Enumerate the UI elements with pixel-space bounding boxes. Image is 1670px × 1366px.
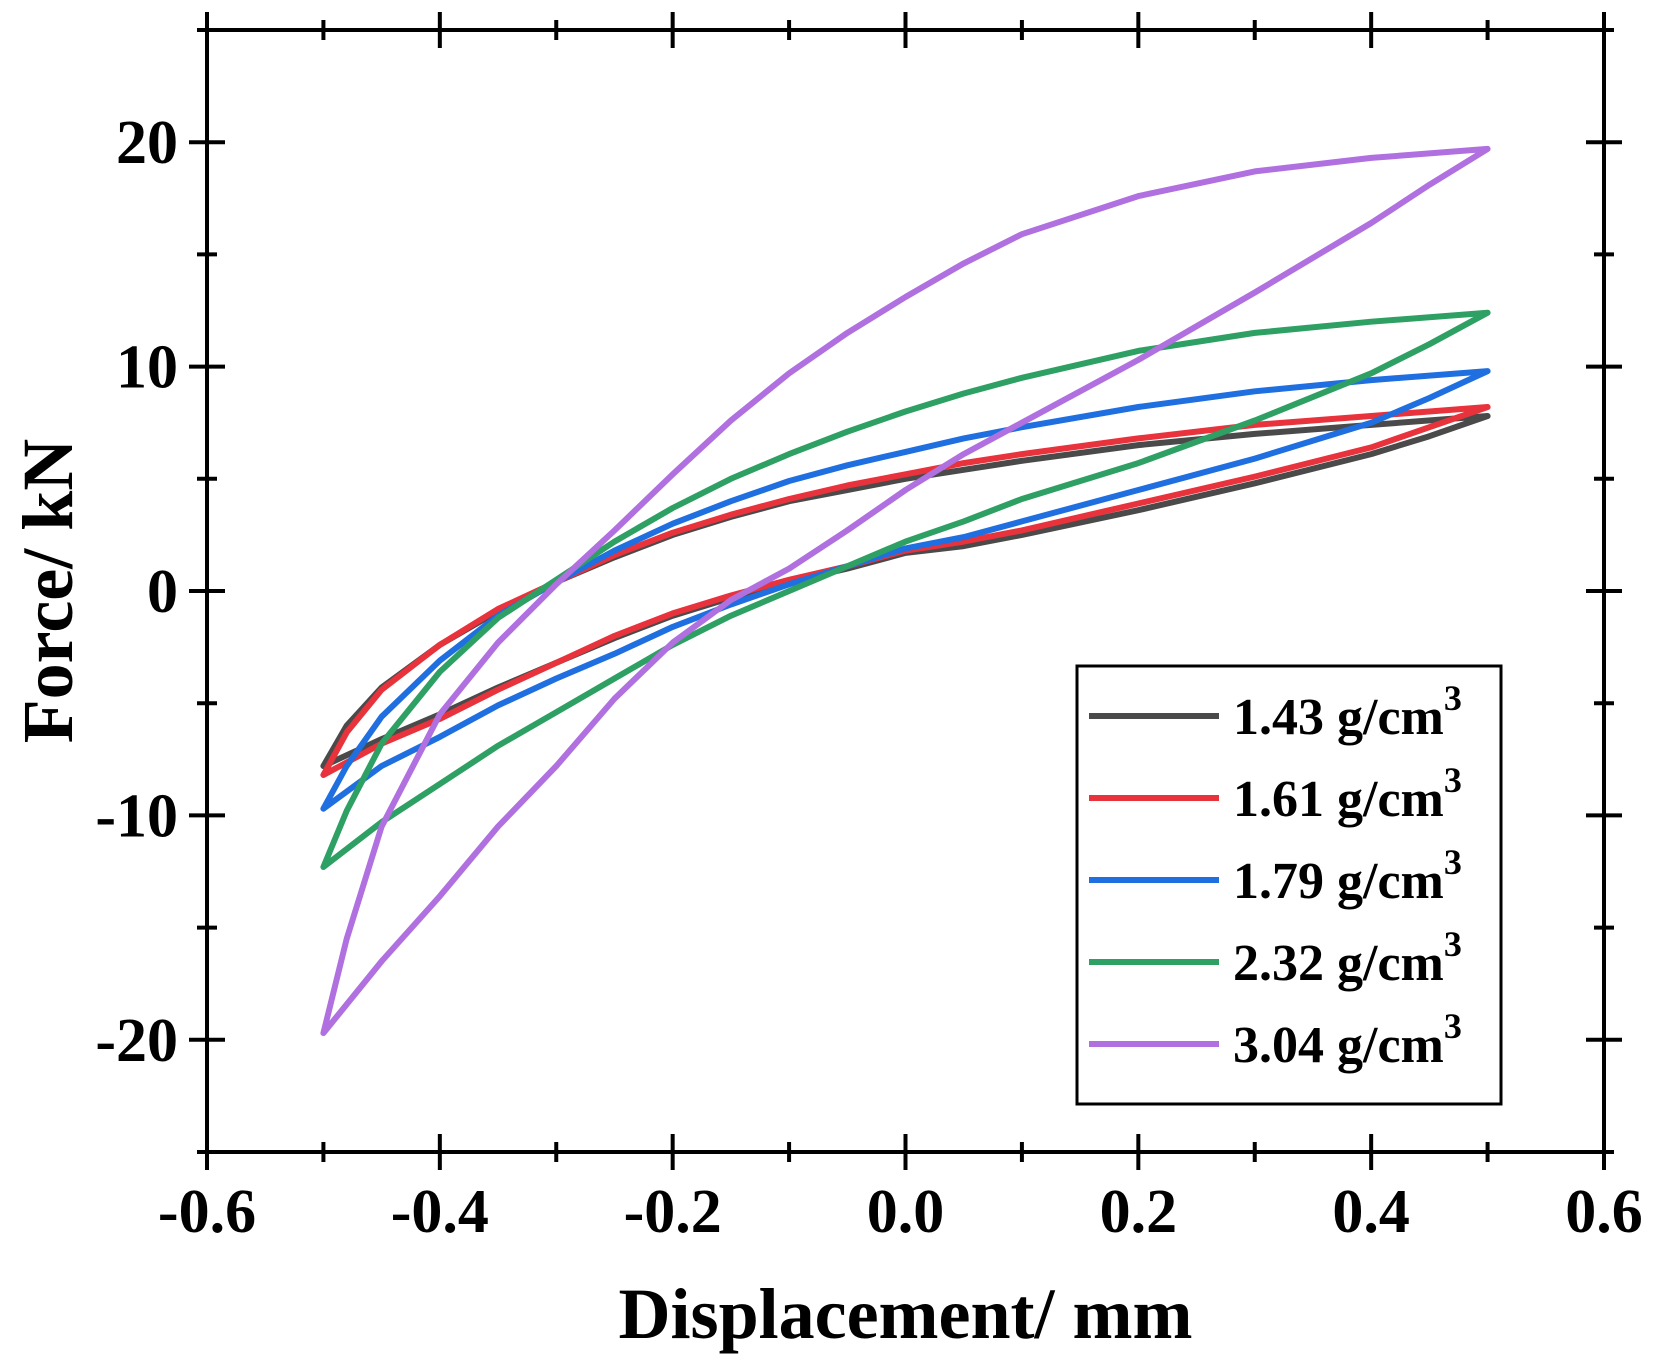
- ticks-layer: [189, 12, 1622, 1170]
- x-tick-label: -0.6: [158, 1178, 256, 1246]
- y-tick-label: -20: [95, 1007, 178, 1075]
- legend-superscript: 3: [1444, 842, 1462, 882]
- x-axis-title: Displacement/ mm: [619, 1274, 1193, 1354]
- y-tick-label: 0: [147, 558, 178, 626]
- y-tick-label: -10: [95, 782, 178, 850]
- x-tick-label: 0.6: [1565, 1178, 1643, 1246]
- series-line-4: [320, 309, 1491, 870]
- y-tick-label: 20: [116, 109, 178, 177]
- x-tick-label: -0.4: [391, 1178, 489, 1246]
- series-layer: [320, 145, 1491, 1037]
- y-tick-label: 10: [116, 334, 178, 402]
- legend-label-3: 1.79 g/cm3: [1233, 842, 1462, 910]
- series-line-5: [320, 145, 1491, 1037]
- x-tick-label: -0.2: [624, 1178, 722, 1246]
- legend-superscript: 3: [1444, 924, 1462, 964]
- series-line-3: [320, 368, 1491, 812]
- x-tick-label: 0.4: [1332, 1178, 1410, 1246]
- legend-superscript: 3: [1444, 1006, 1462, 1046]
- legend-label-5: 3.04 g/cm3: [1233, 1006, 1462, 1074]
- legend: 1.43 g/cm3 1.61 g/cm3 1.79 g/cm3 2.32 g/cm3…: [1075, 664, 1503, 1106]
- legend-label-2: 1.61 g/cm3: [1233, 760, 1462, 828]
- x-tick-labels: -0.6 -0.4 -0.2 0.0 0.2 0.4 0.6: [158, 1178, 1643, 1246]
- legend-label-1: 1.43 g/cm3: [1233, 678, 1462, 746]
- legend-superscript: 3: [1444, 760, 1462, 800]
- y-tick-labels: -20 -10 0 10 20: [95, 109, 178, 1075]
- x-tick-label: 0.2: [1100, 1178, 1178, 1246]
- y-axis-title: Force/ kN: [8, 439, 88, 744]
- legend-label-4: 2.32 g/cm3: [1233, 924, 1462, 992]
- legend-superscript: 3: [1444, 678, 1462, 718]
- legend-box: [1075, 664, 1503, 1106]
- x-tick-label: 0.0: [867, 1178, 945, 1246]
